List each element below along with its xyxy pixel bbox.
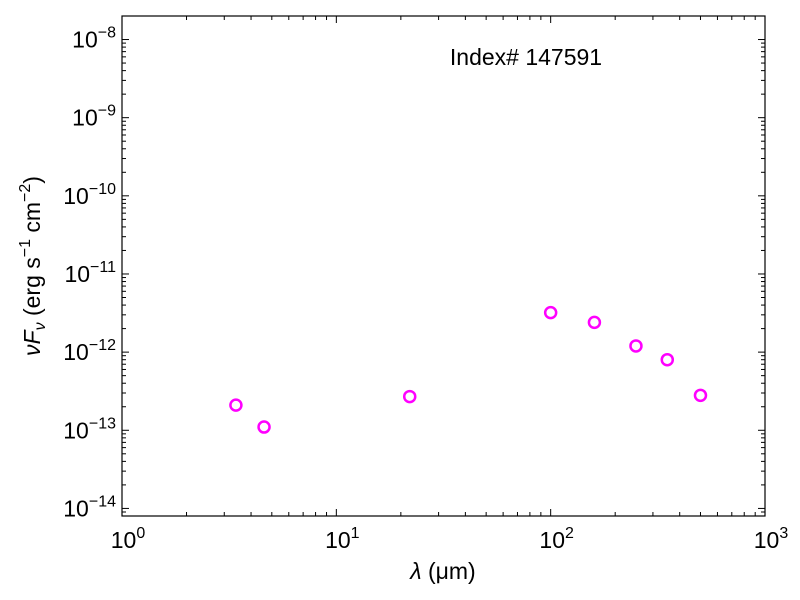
tick-labels: 100 101 102 103 10−14 10−13 10−12 10−11 10−10 10−…: [63, 25, 788, 553]
data-point: [257, 420, 271, 434]
data-point: [629, 339, 643, 353]
x-tick-label: 100: [111, 525, 146, 553]
y-tick-label: 10−11: [64, 259, 116, 287]
data-points: [229, 305, 708, 434]
data-point: [587, 315, 602, 330]
data-point: [660, 352, 675, 367]
y-axis-label: νFν (erg s−1 cm−2): [17, 176, 49, 356]
y-tick-label: 10−8: [72, 25, 116, 53]
y-tick-label: 10−14: [63, 493, 116, 521]
x-tick-label: 101: [325, 525, 360, 553]
y-tick-label: 10−9: [72, 103, 116, 131]
data-point: [229, 398, 243, 412]
y-tick-label: 10−13: [63, 415, 116, 443]
annotation-label: Index# 147591: [450, 44, 602, 70]
tick-marks: [121, 15, 766, 517]
data-point: [693, 388, 708, 403]
x-axis-label: λ (μm): [408, 558, 475, 584]
x-tick-label: 102: [539, 525, 574, 553]
data-point: [543, 305, 558, 320]
data-point: [402, 389, 417, 404]
x-tick-label: 103: [754, 525, 789, 553]
y-tick-label: 10−10: [63, 181, 116, 209]
plot-frame: [121, 15, 766, 517]
y-tick-label: 10−12: [63, 337, 116, 365]
